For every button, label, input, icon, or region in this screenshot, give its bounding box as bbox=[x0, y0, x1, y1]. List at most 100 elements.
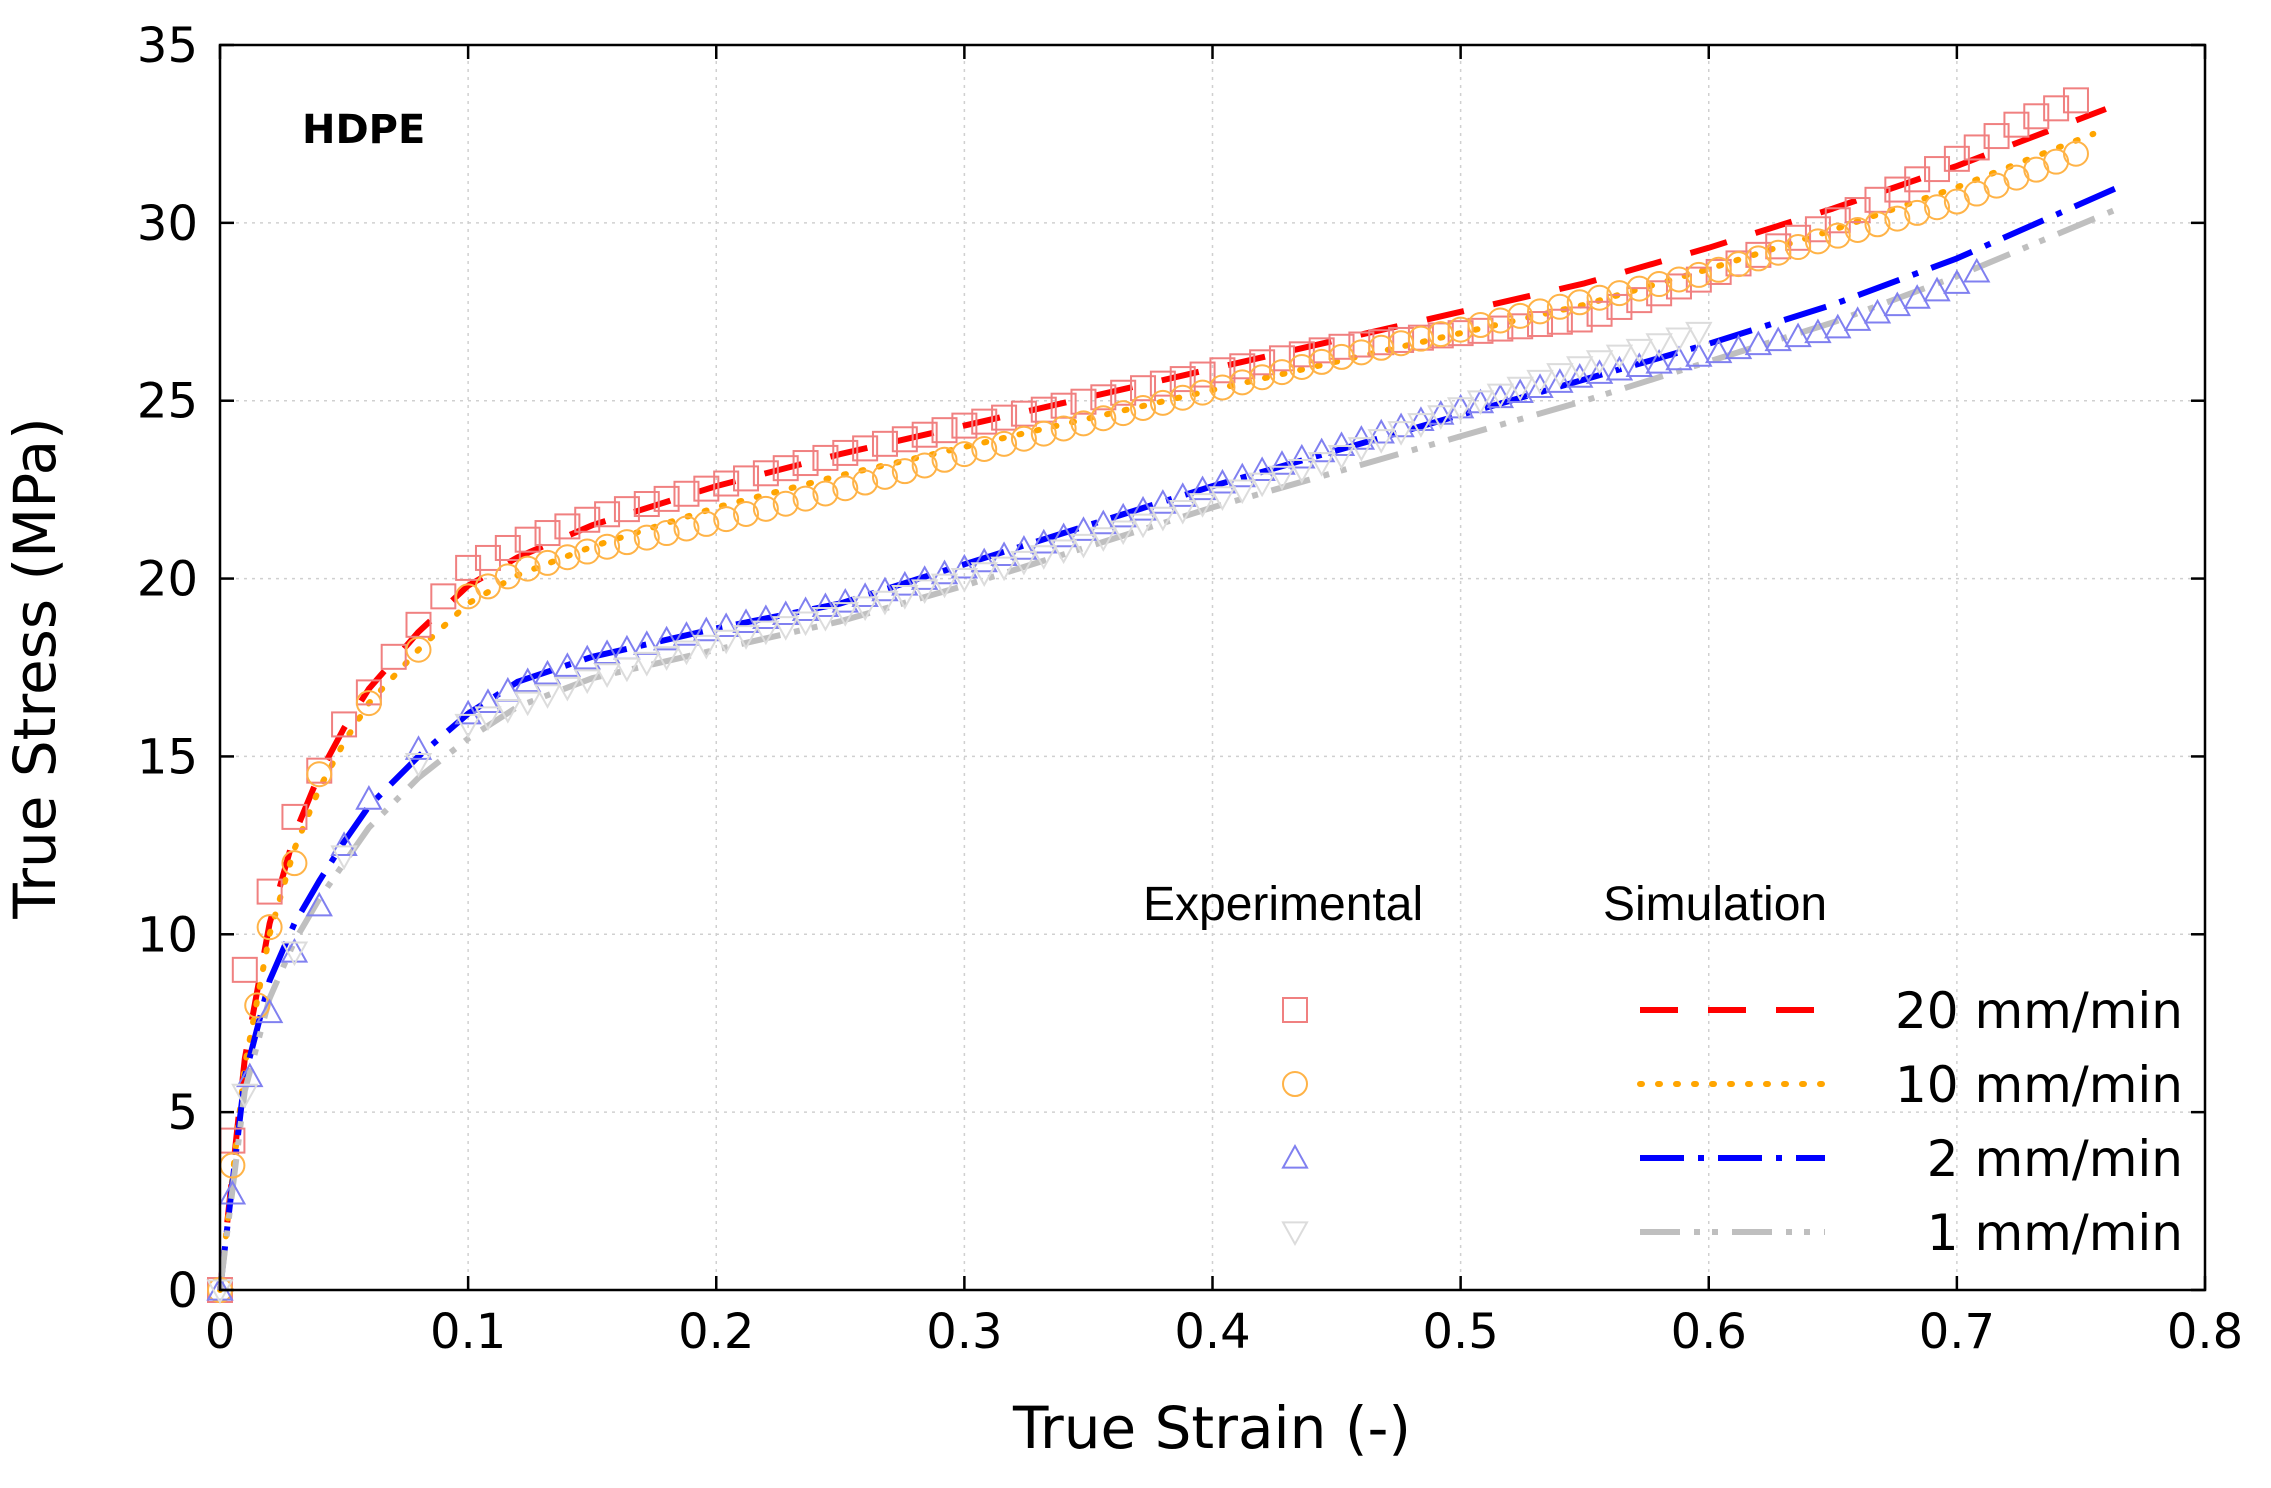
exp-marker bbox=[1069, 516, 1098, 541]
exp-marker bbox=[950, 553, 979, 579]
exp-marker bbox=[851, 596, 879, 622]
exp-marker bbox=[1626, 287, 1653, 314]
exp-marker bbox=[1685, 321, 1713, 347]
exp-marker bbox=[653, 485, 680, 512]
exp-marker bbox=[1010, 400, 1037, 427]
exp-marker bbox=[355, 690, 382, 717]
exp-marker bbox=[430, 583, 457, 610]
exp-marker bbox=[1307, 452, 1336, 477]
exp-marker bbox=[712, 629, 740, 655]
exp-marker bbox=[1367, 429, 1395, 454]
exp-marker bbox=[1149, 506, 1177, 532]
exp-marker bbox=[752, 620, 780, 646]
exp-marker bbox=[534, 520, 561, 547]
exp-marker bbox=[574, 506, 601, 533]
exp-marker bbox=[1546, 293, 1573, 320]
exp-marker bbox=[1367, 418, 1395, 444]
exp-marker bbox=[2062, 87, 2089, 114]
exp-marker bbox=[1407, 413, 1435, 438]
exp-marker bbox=[1646, 271, 1673, 298]
x-axis-ticks: 0 0.1 0.2 0.3 0.4 0.5 0.6 0.7 0.8 bbox=[205, 45, 2243, 1360]
exp-marker bbox=[1407, 325, 1434, 352]
exp-marker bbox=[812, 444, 839, 471]
exp-marker bbox=[1288, 341, 1315, 368]
exp-marker bbox=[1307, 437, 1336, 463]
exp-marker bbox=[1049, 522, 1078, 548]
exp-marker bbox=[772, 490, 799, 517]
y-tick-label: 20 bbox=[137, 552, 198, 608]
exp-marker bbox=[455, 554, 482, 581]
exp-marker bbox=[1188, 493, 1217, 518]
exp-marker bbox=[1566, 356, 1594, 381]
exp-marker bbox=[1884, 176, 1911, 203]
exp-marker bbox=[1169, 384, 1196, 411]
exp-marker bbox=[871, 430, 898, 457]
exp-marker bbox=[911, 452, 938, 479]
exp-marker bbox=[255, 998, 284, 1024]
exp-marker bbox=[1646, 280, 1673, 307]
exp-marker bbox=[1050, 415, 1077, 442]
exp-marker bbox=[1288, 443, 1316, 469]
exp-marker bbox=[1228, 462, 1256, 488]
exp-marker bbox=[514, 526, 541, 553]
legend-experimental-header: Experimental bbox=[1143, 878, 1423, 931]
exp-marker bbox=[1586, 284, 1613, 311]
exp-marker bbox=[891, 426, 918, 453]
exp-marker bbox=[1248, 456, 1276, 482]
exp-marker bbox=[851, 582, 879, 607]
exp-marker bbox=[331, 711, 358, 738]
exp-marker bbox=[910, 565, 939, 590]
exp-marker bbox=[653, 520, 680, 547]
exp-marker bbox=[494, 534, 521, 561]
exp-marker bbox=[593, 663, 621, 688]
exp-marker bbox=[971, 408, 998, 435]
exp-marker bbox=[305, 891, 333, 917]
exp-marker bbox=[1645, 333, 1673, 358]
exp-marker bbox=[1487, 315, 1514, 342]
exp-marker bbox=[231, 956, 258, 983]
exp-marker bbox=[404, 752, 433, 778]
exp-marker bbox=[950, 567, 979, 593]
exp-marker bbox=[1764, 326, 1792, 352]
exp-marker bbox=[832, 439, 859, 466]
exp-marker bbox=[280, 938, 309, 963]
exp-marker bbox=[772, 616, 800, 641]
exp-marker bbox=[1348, 331, 1375, 358]
exp-marker bbox=[1824, 222, 1851, 249]
exp-marker bbox=[1010, 425, 1037, 452]
exp-marker bbox=[792, 450, 819, 477]
y-tick-label: 35 bbox=[137, 18, 198, 74]
exp-marker bbox=[1784, 322, 1812, 348]
exp-marker bbox=[1924, 194, 1951, 221]
y-tick-label: 15 bbox=[137, 729, 198, 785]
exp-marker bbox=[951, 441, 978, 468]
exp-marker bbox=[1328, 333, 1355, 360]
exp-marker bbox=[1705, 256, 1732, 283]
exp-marker bbox=[672, 621, 701, 646]
exp-marker bbox=[633, 651, 661, 677]
exp-marker bbox=[970, 547, 998, 573]
exp-marker bbox=[733, 465, 760, 492]
sim-line-1-mm-min bbox=[217, 205, 2120, 1291]
exp-marker bbox=[1487, 307, 1514, 334]
exp-marker bbox=[1724, 334, 1753, 360]
sim-line-2-mm-min bbox=[217, 184, 2120, 1291]
exp-marker bbox=[1923, 276, 1951, 302]
exp-marker bbox=[1506, 378, 1534, 404]
exp-marker bbox=[811, 592, 840, 618]
legend: 20 mm/min 10 mm/min 2 mm/min 1 mm/min bbox=[1281, 982, 2183, 1262]
exp-marker bbox=[1209, 357, 1236, 384]
exp-marker bbox=[1785, 224, 1812, 251]
exp-marker bbox=[1566, 363, 1594, 388]
exp-marker bbox=[990, 541, 1018, 566]
exp-marker bbox=[533, 684, 562, 709]
exp-marker bbox=[1467, 312, 1494, 339]
exp-marker bbox=[951, 412, 978, 439]
exp-marker bbox=[1010, 535, 1038, 560]
exp-marker bbox=[1109, 520, 1137, 546]
exp-marker bbox=[1070, 388, 1097, 415]
exp-marker bbox=[1089, 509, 1118, 535]
exp-marker bbox=[281, 803, 308, 830]
exp-marker bbox=[673, 480, 700, 507]
y-axis-ticks: 0 5 10 15 20 25 30 35 bbox=[137, 18, 2205, 1319]
